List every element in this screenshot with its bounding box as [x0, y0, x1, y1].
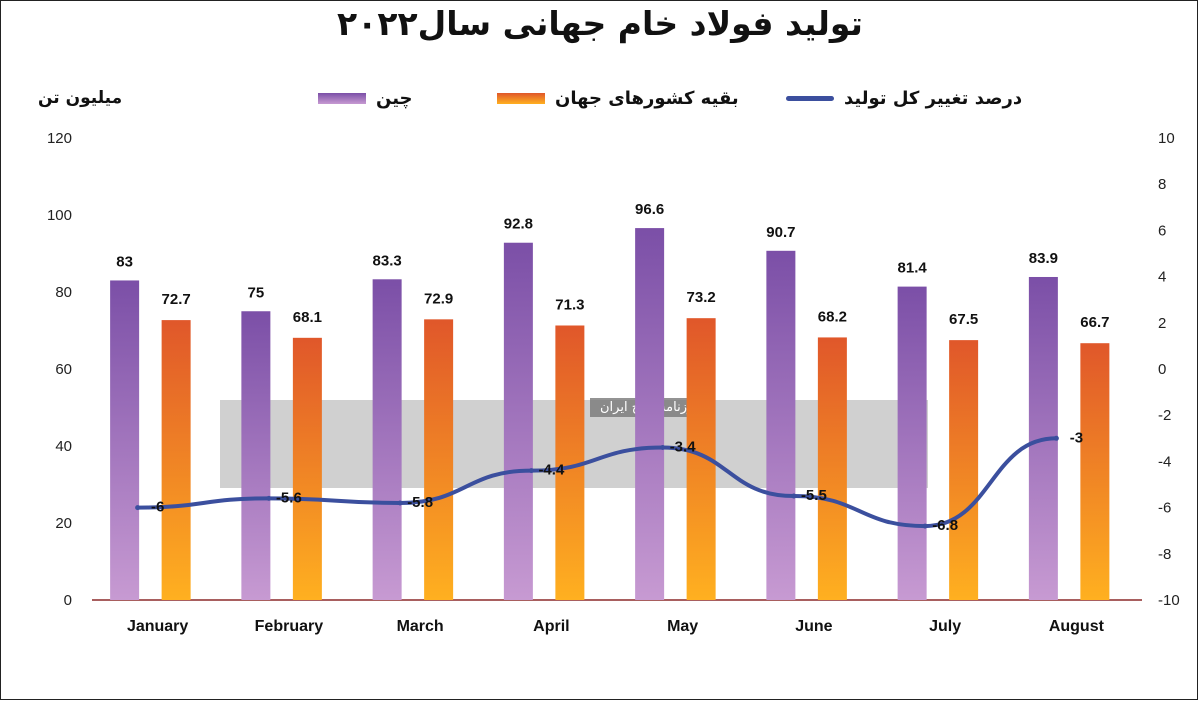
- bar-china: [766, 250, 796, 600]
- data-label-china: 83: [116, 253, 133, 270]
- bar-rest: [424, 319, 454, 600]
- bar-china: [372, 279, 402, 600]
- line-point-change: [528, 468, 534, 474]
- bar-rest: [817, 337, 847, 600]
- bar-china: [503, 242, 533, 600]
- y2-tick-label: -4: [1158, 453, 1171, 470]
- data-label-rest: 68.1: [293, 309, 322, 326]
- legend-item-china: چین: [318, 88, 413, 109]
- line-point-change: [397, 500, 403, 506]
- bar-rest: [292, 337, 322, 600]
- legend-item-change: درصد تغییر کل تولید: [786, 88, 1022, 109]
- data-label-change: -4.4: [538, 462, 565, 479]
- line-point-change: [135, 505, 141, 511]
- y-tick-label: 100: [47, 207, 72, 224]
- y2-tick-label: -6: [1158, 500, 1171, 517]
- y2-tick-label: 8: [1158, 176, 1166, 193]
- data-label-change: -6.8: [932, 517, 958, 534]
- x-tick-label: January: [127, 618, 188, 635]
- data-label-china: 83.3: [373, 252, 402, 269]
- bar-china: [897, 286, 927, 600]
- x-tick-label: July: [929, 618, 961, 635]
- data-label-rest: 67.5: [949, 311, 978, 328]
- data-label-china: 83.9: [1029, 250, 1058, 267]
- legend-line-change: [786, 96, 834, 101]
- y2-tick-label: -10: [1158, 592, 1180, 609]
- line-point-change: [266, 495, 272, 501]
- bar-china: [241, 311, 271, 600]
- data-label-rest: 68.2: [818, 308, 847, 325]
- line-point-change: [791, 493, 797, 499]
- data-label-china: 96.6: [635, 201, 664, 218]
- y2-tick-label: -2: [1158, 407, 1171, 424]
- data-label-change: -5.8: [407, 494, 433, 511]
- data-label-rest: 72.7: [162, 291, 191, 308]
- y2-tick-label: -8: [1158, 546, 1171, 563]
- y2-tick-label: 4: [1158, 269, 1166, 286]
- line-point-change: [660, 445, 666, 451]
- legend-item-rest: بقیه کشورهای جهان: [497, 88, 739, 109]
- y-tick-label: 20: [55, 515, 72, 532]
- data-label-change: -5.6: [276, 489, 302, 506]
- y-tick-label: 40: [55, 438, 72, 455]
- bar-china: [110, 280, 140, 600]
- data-label-change: -3: [1070, 429, 1083, 446]
- line-point-change: [1053, 435, 1059, 441]
- legend-label-rest: بقیه کشورهای جهان: [555, 88, 739, 109]
- bar-china: [635, 228, 665, 600]
- bar-rest: [161, 320, 191, 600]
- y-tick-label: 120: [47, 130, 72, 147]
- y-tick-label: 80: [55, 284, 72, 301]
- data-label-change: -6: [151, 499, 164, 516]
- y2-tick-label: 2: [1158, 315, 1166, 332]
- bar-rest: [1080, 343, 1110, 600]
- data-label-china: 92.8: [504, 216, 533, 233]
- legend-label-change: درصد تغییر کل تولید: [844, 88, 1023, 109]
- legend-swatch-rest: [497, 93, 545, 104]
- y2-tick-label: 6: [1158, 222, 1166, 239]
- y-tick-label: 60: [55, 361, 72, 378]
- data-label-rest: 73.2: [687, 289, 716, 306]
- x-tick-label: April: [533, 618, 569, 635]
- y-tick-label: 0: [64, 592, 72, 609]
- x-tick-label: May: [667, 618, 698, 635]
- y-axis-unit-label: میلیون تن: [38, 88, 123, 108]
- data-label-change: -5.5: [801, 487, 827, 504]
- x-tick-label: August: [1049, 618, 1105, 635]
- data-label-china: 90.7: [766, 224, 795, 241]
- legend-swatch-china: [318, 93, 366, 104]
- data-label-rest: 66.7: [1080, 314, 1109, 331]
- data-label-change: -3.4: [670, 439, 697, 456]
- x-tick-label: March: [397, 618, 444, 635]
- line-point-change: [922, 523, 928, 529]
- y2-tick-label: 0: [1158, 361, 1166, 378]
- bar-rest: [949, 340, 979, 600]
- data-label-china: 81.4: [898, 260, 928, 277]
- x-tick-label: February: [255, 618, 324, 635]
- legend-label-china: چین: [376, 88, 413, 109]
- data-label-china: 75: [248, 284, 265, 301]
- data-label-rest: 72.9: [424, 290, 453, 307]
- x-tick-label: June: [795, 618, 832, 635]
- y2-tick-label: 10: [1158, 130, 1175, 147]
- chart-title: تولید فولاد خام جهانی سال۲۰۲۲: [337, 4, 863, 43]
- data-label-rest: 71.3: [555, 296, 584, 313]
